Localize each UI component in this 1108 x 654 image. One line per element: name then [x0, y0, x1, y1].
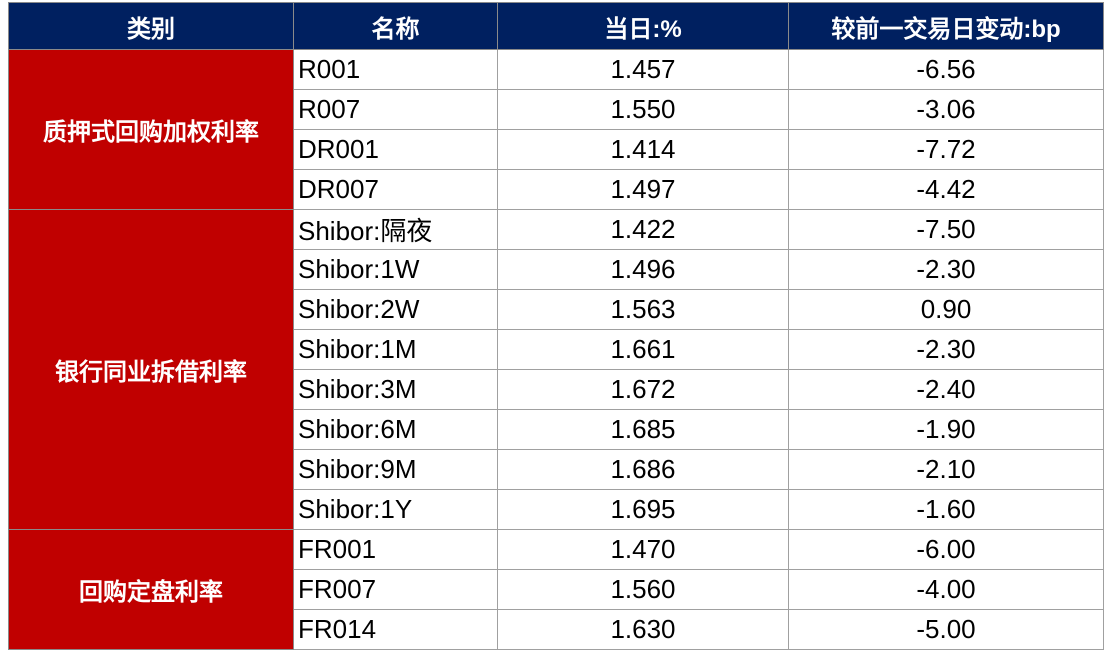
table-row: Shibor:2W 1.563 0.90	[9, 289, 1104, 330]
name-cell: Shibor:1M	[293, 329, 498, 370]
value-cell: 1.470	[497, 529, 789, 570]
change-cell: -7.50	[788, 209, 1104, 250]
change-cell: -6.00	[788, 529, 1104, 570]
value-cell: 1.414	[497, 129, 789, 170]
category-cell: 回购定盘利率	[8, 529, 294, 650]
name-cell: Shibor:6M	[293, 409, 498, 450]
name-cell: Shibor:3M	[293, 369, 498, 410]
name-cell: FR014	[293, 609, 498, 650]
value-cell: 1.661	[497, 329, 789, 370]
table-row: FR014 1.630 -5.00	[9, 609, 1104, 650]
value-cell: 1.563	[497, 289, 789, 330]
name-cell: Shibor:1Y	[293, 489, 498, 530]
column-header: 名称	[293, 2, 498, 50]
value-cell: 1.560	[497, 569, 789, 610]
value-cell: 1.672	[497, 369, 789, 410]
change-cell: -5.00	[788, 609, 1104, 650]
table-row: Shibor:1W 1.496 -2.30	[9, 249, 1104, 290]
table-row: 回购定盘利率 FR001 1.470 -6.00	[8, 529, 1104, 650]
change-cell: -2.30	[788, 249, 1104, 290]
table-row: 质押式回购加权利率 R001 1.457 -6.56	[8, 49, 1104, 210]
value-cell: 1.422	[497, 209, 789, 250]
header-row: 类别 名称 当日:% 较前一交易日变动:bp	[8, 2, 1104, 50]
change-cell: -4.00	[788, 569, 1104, 610]
category-cell: 质押式回购加权利率	[8, 49, 294, 210]
name-cell: R001	[293, 49, 498, 90]
change-cell: -3.06	[788, 89, 1104, 130]
table-row: Shibor:1M 1.661 -2.30	[9, 329, 1104, 370]
table-row: FR007 1.560 -4.00	[9, 569, 1104, 610]
value-cell: 1.550	[497, 89, 789, 130]
table-row: 银行同业拆借利率 Shibor:隔夜 1.422 -7.50	[8, 209, 1104, 530]
table-row: R007 1.550 -3.06	[9, 89, 1104, 130]
name-cell: DR001	[293, 129, 498, 170]
table-row: Shibor:6M 1.685 -1.90	[9, 409, 1104, 450]
value-cell: 1.685	[497, 409, 789, 450]
change-cell: -1.90	[788, 409, 1104, 450]
column-header: 较前一交易日变动:bp	[788, 2, 1104, 50]
table-row: Shibor:3M 1.672 -2.40	[9, 369, 1104, 410]
change-cell: -1.60	[788, 489, 1104, 530]
name-cell: Shibor:9M	[293, 449, 498, 490]
name-cell: R007	[293, 89, 498, 130]
table-row: Shibor:9M 1.686 -2.10	[9, 449, 1104, 490]
change-cell: -2.40	[788, 369, 1104, 410]
value-cell: 1.695	[497, 489, 789, 530]
change-cell: 0.90	[788, 289, 1104, 330]
table-body: 质押式回购加权利率 R001 1.457 -6.56 R007 1.550 -3.06 DR0…	[8, 49, 1104, 650]
name-cell: FR001	[293, 529, 498, 570]
name-cell: FR007	[293, 569, 498, 610]
name-cell: Shibor:隔夜	[293, 209, 498, 250]
column-header: 当日:%	[497, 2, 789, 50]
value-cell: 1.686	[497, 449, 789, 490]
value-cell: 1.496	[497, 249, 789, 290]
value-cell: 1.497	[497, 169, 789, 210]
change-cell: -2.30	[788, 329, 1104, 370]
change-cell: -4.42	[788, 169, 1104, 210]
change-cell: -2.10	[788, 449, 1104, 490]
change-cell: -6.56	[788, 49, 1104, 90]
column-header: 类别	[8, 2, 294, 50]
name-cell: Shibor:1W	[293, 249, 498, 290]
name-cell: Shibor:2W	[293, 289, 498, 330]
change-cell: -7.72	[788, 129, 1104, 170]
value-cell: 1.630	[497, 609, 789, 650]
table-header: 类别 名称 当日:% 较前一交易日变动:bp	[8, 2, 1104, 50]
value-cell: 1.457	[497, 49, 789, 90]
rates-table: 类别 名称 当日:% 较前一交易日变动:bp 质押式回购加权利率 R001 1.457 -6…	[8, 2, 1104, 650]
name-cell: DR007	[293, 169, 498, 210]
category-cell: 银行同业拆借利率	[8, 209, 294, 530]
